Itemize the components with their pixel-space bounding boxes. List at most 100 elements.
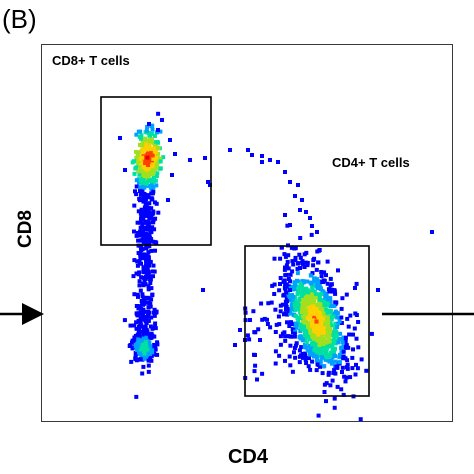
event-dot: [316, 349, 321, 353]
event-dot: [166, 198, 170, 202]
event-dot: [308, 313, 313, 318]
event-dot: [153, 150, 158, 154]
event-dot: [300, 259, 305, 264]
event-dot: [293, 255, 298, 260]
event-dot: [307, 356, 311, 361]
event-dot: [332, 405, 337, 410]
event-dot: [346, 324, 351, 329]
event-dot: [260, 154, 264, 158]
event-dot: [322, 355, 327, 360]
event-dot: [143, 330, 148, 335]
event-dot: [276, 314, 281, 319]
event-dot: [246, 148, 250, 152]
event-dot: [333, 291, 338, 296]
event-dot: [325, 281, 330, 286]
event-dot: [262, 316, 267, 321]
event-dot: [133, 351, 138, 355]
event-dot: [356, 320, 361, 324]
event-dot: [346, 345, 351, 350]
event-dot: [287, 354, 292, 359]
event-dot: [343, 379, 348, 384]
event-dot: [127, 344, 132, 348]
event-dot: [266, 301, 271, 306]
event-dot: [310, 305, 315, 310]
event-dot: [145, 343, 150, 348]
event-dot: [141, 266, 146, 271]
event-dot: [333, 327, 337, 332]
event-dot: [132, 171, 137, 176]
event-dot: [137, 270, 142, 275]
event-dot: [138, 165, 143, 169]
event-dot: [158, 159, 163, 164]
event-dot: [253, 363, 258, 368]
event-dot: [146, 183, 151, 188]
event-dot: [290, 293, 295, 297]
event-dot: [188, 158, 192, 162]
event-dot: [348, 375, 353, 380]
event-dot: [272, 292, 277, 296]
event-dot: [338, 352, 342, 357]
event-dot: [141, 281, 146, 286]
event-dot: [142, 185, 147, 190]
event-dot: [308, 273, 313, 278]
event-dot: [146, 369, 151, 374]
event-dot: [320, 346, 325, 351]
event-dot: [335, 321, 340, 326]
event-dot: [150, 292, 155, 297]
event-dot: [208, 183, 212, 187]
event-dot: [147, 346, 152, 351]
event-dot: [251, 309, 256, 314]
event-dot: [294, 341, 299, 346]
event-dot: [143, 263, 148, 268]
event-dot: [144, 176, 149, 181]
event-dot: [154, 155, 159, 160]
event-dot: [260, 160, 264, 164]
event-dot: [323, 322, 328, 326]
event-dot: [268, 325, 273, 330]
event-dot: [295, 266, 300, 271]
event-dot: [150, 350, 155, 355]
event-dot: [328, 327, 333, 331]
event-dot: [133, 354, 138, 359]
event-dot: [299, 285, 304, 290]
event-dot: [295, 306, 300, 311]
event-dot: [203, 156, 207, 160]
event-dot: [332, 396, 337, 401]
event-dot: [331, 289, 335, 294]
event-dot: [138, 225, 143, 230]
event-dot: [310, 344, 315, 348]
event-dot: [152, 177, 157, 182]
event-dot: [147, 152, 152, 157]
event-dot: [147, 201, 152, 206]
event-dot: [309, 346, 314, 351]
event-dot: [265, 317, 269, 322]
event-dot: [155, 352, 160, 357]
event-dot: [201, 288, 205, 292]
event-dot: [272, 282, 277, 287]
event-dot: [134, 132, 139, 137]
event-dot: [247, 337, 252, 342]
event-dot: [324, 349, 329, 354]
event-dot: [122, 318, 127, 323]
event-dot: [134, 184, 139, 189]
event-dot: [280, 331, 285, 336]
event-dot: [311, 263, 316, 268]
event-dot: [309, 232, 314, 237]
event-dot: [324, 334, 329, 339]
event-dot: [304, 312, 309, 317]
event-dot: [339, 350, 344, 355]
event-dot: [321, 330, 326, 335]
event-dot: [147, 160, 152, 165]
event-dot: [339, 315, 344, 320]
event-dot: [132, 292, 137, 297]
event-dot: [329, 323, 334, 328]
event-dot: [143, 161, 148, 165]
event-dot: [289, 307, 294, 312]
event-dot: [325, 300, 330, 305]
event-dot: [298, 255, 303, 260]
event-dot: [335, 311, 340, 316]
event-dot: [135, 220, 140, 225]
event-dot: [132, 258, 137, 263]
event-dot: [317, 285, 322, 290]
